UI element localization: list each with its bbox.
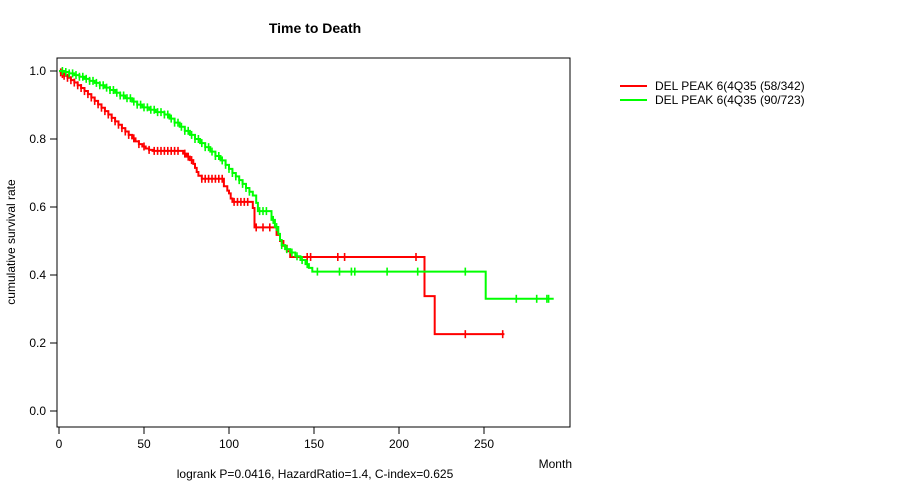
y-tick-label: 0.4 — [29, 268, 46, 282]
y-tick-label: 0.0 — [29, 404, 46, 418]
plot-box — [56, 57, 571, 428]
y-tick-label: 0.2 — [29, 336, 46, 350]
legend-label-red: DEL PEAK 6(4Q35 (58/342) — [655, 79, 805, 93]
statistics-footnote: logrank P=0.0416, HazardRatio=1.4, C-ind… — [177, 467, 454, 481]
x-tick-label: 250 — [474, 437, 494, 451]
legend-label-green: DEL PEAK 6(4Q35 (90/723) — [655, 93, 805, 107]
legend: DEL PEAK 6(4Q35 (58/342) DEL PEAK 6(4Q35… — [620, 79, 805, 107]
x-tick-label: 50 — [137, 437, 151, 451]
km-curve-red — [59, 70, 505, 336]
plot-area: 0 50 100 150 200 250 0.0 0.2 0.4 0.6 0.8 1.0 — [29, 64, 554, 451]
y-axis-label: cumulative survival rate — [4, 179, 18, 305]
km-curve-green — [59, 70, 554, 300]
y-tick-label: 0.6 — [29, 200, 46, 214]
page-title: Time to Death — [269, 20, 361, 36]
y-tick-label: 1.0 — [29, 64, 46, 78]
x-tick-label: 150 — [304, 437, 324, 451]
y-tick-label: 0.8 — [29, 132, 46, 146]
x-tick-label: 0 — [56, 437, 63, 451]
x-tick-label: 200 — [389, 437, 409, 451]
x-axis-label: Month — [539, 457, 572, 471]
x-tick-label: 100 — [219, 437, 239, 451]
